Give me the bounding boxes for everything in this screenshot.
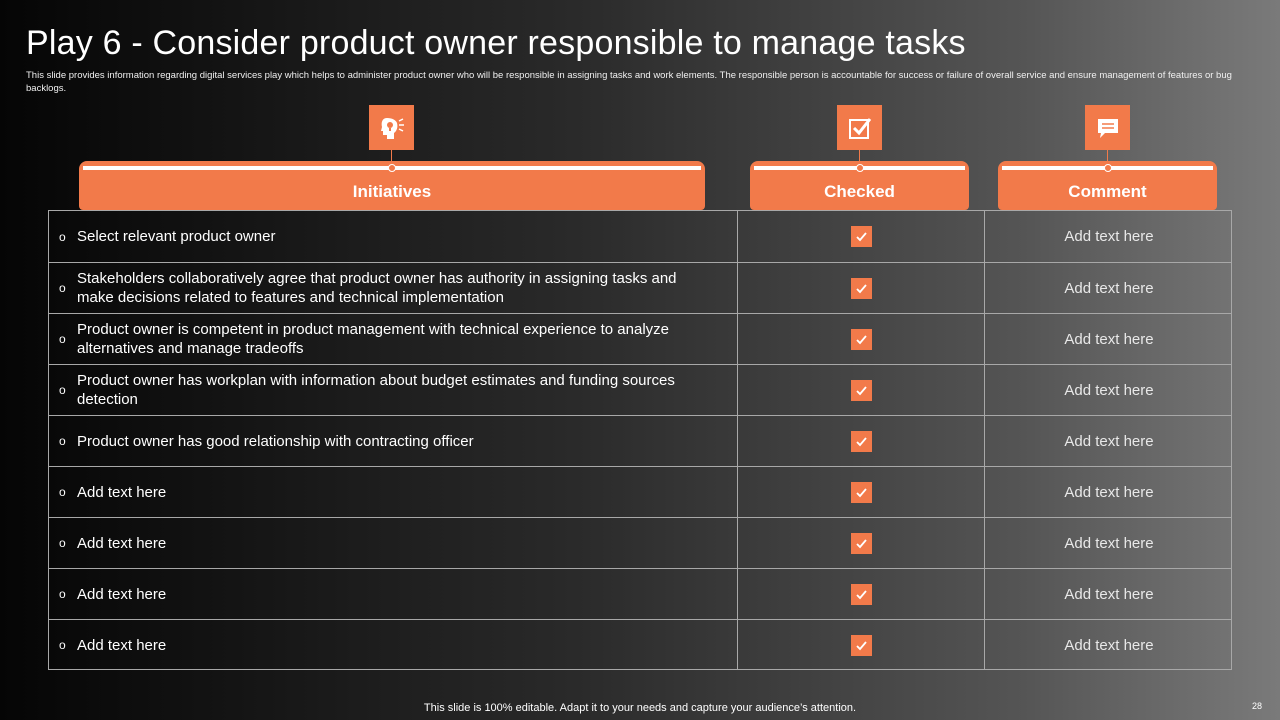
- connector-line: [859, 150, 860, 164]
- check-icon: [850, 430, 872, 452]
- slide-title: Play 6 - Consider product owner responsi…: [26, 24, 966, 62]
- initiative-text: Add text here: [77, 534, 167, 552]
- bullet-icon: o: [59, 638, 66, 652]
- comment-cell: Add text here: [984, 416, 1233, 466]
- comment-cell: Add text here: [984, 518, 1233, 568]
- initiative-text: Product owner is competent in product ma…: [77, 321, 669, 357]
- table-row: o Product owner is competent in product m…: [49, 313, 1231, 364]
- bullet-icon: o: [59, 332, 66, 346]
- speech-bubble-icon: [1085, 105, 1130, 150]
- initiatives-table: o Select relevant product owner Add text h…: [48, 210, 1232, 670]
- bullet-icon: o: [59, 536, 66, 550]
- bullet-icon: o: [59, 434, 66, 448]
- initiative-cell: o Add text here: [49, 518, 737, 568]
- checked-cell: [737, 211, 984, 262]
- head-idea-icon: [369, 105, 414, 150]
- initiative-text: Add text here: [77, 585, 167, 603]
- comment-text: Add text here: [1064, 279, 1154, 297]
- column-header-label: Checked: [824, 182, 895, 201]
- table-row: o Product owner has workplan with informa…: [49, 364, 1231, 415]
- comment-text: Add text here: [1064, 636, 1154, 654]
- initiative-cell: o Add text here: [49, 467, 737, 517]
- table-row: o Add text here Add text here: [49, 517, 1231, 568]
- initiative-cell: o Select relevant product owner: [49, 211, 737, 262]
- comment-text: Add text here: [1064, 534, 1154, 552]
- checkbox-icon: [837, 105, 882, 150]
- comment-text: Add text here: [1064, 432, 1154, 450]
- bullet-icon: o: [59, 485, 66, 499]
- initiative-cell: o Add text here: [49, 620, 737, 670]
- comment-text: Add text here: [1064, 381, 1154, 399]
- initiative-text: Add text here: [77, 483, 167, 501]
- comment-cell: Add text here: [984, 314, 1233, 364]
- comment-cell: Add text here: [984, 365, 1233, 415]
- checked-cell: [737, 518, 984, 568]
- initiative-text: Add text here: [77, 636, 167, 654]
- comment-text: Add text here: [1064, 483, 1154, 501]
- check-icon: [850, 481, 872, 503]
- checked-cell: [737, 365, 984, 415]
- slide-footer: This slide is 100% editable. Adapt it to…: [423, 702, 857, 714]
- comment-text: Add text here: [1064, 585, 1154, 603]
- comment-cell: Add text here: [984, 211, 1233, 262]
- table-row: o Add text here Add text here: [49, 466, 1231, 517]
- connector-line: [391, 150, 392, 164]
- initiative-cell: o Product owner has workplan with informa…: [49, 365, 737, 415]
- initiative-text: Stakeholders collaboratively agree that …: [77, 270, 677, 306]
- table-row: o Select relevant product owner Add text h…: [49, 211, 1231, 262]
- connector-dot: [1104, 164, 1112, 172]
- initiative-text: Product owner has workplan with informat…: [77, 372, 675, 408]
- connector-dot: [856, 164, 864, 172]
- slide-subtitle: This slide provides information regardin…: [26, 70, 1232, 94]
- table-row: o Add text here Add text here: [49, 619, 1231, 670]
- connector-dot: [388, 164, 396, 172]
- column-header-label: Comment: [1068, 182, 1147, 201]
- check-icon: [850, 328, 872, 350]
- initiative-cell: o Stakeholders collaboratively agree that…: [49, 263, 737, 313]
- check-icon: [850, 379, 872, 401]
- checked-cell: [737, 620, 984, 670]
- check-icon: [850, 277, 872, 299]
- check-icon: [850, 583, 872, 605]
- checked-cell: [737, 416, 984, 466]
- initiative-cell: o Product owner is competent in product m…: [49, 314, 737, 364]
- initiative-text: Product owner has good relationship with…: [77, 432, 474, 450]
- check-icon: [850, 634, 872, 656]
- comment-cell: Add text here: [984, 263, 1233, 313]
- checked-cell: [737, 263, 984, 313]
- column-header-label: Initiatives: [352, 182, 432, 201]
- comment-cell: Add text here: [984, 467, 1233, 517]
- initiative-cell: o Product owner has good relationship wit…: [49, 416, 737, 466]
- checked-cell: [737, 314, 984, 364]
- bullet-icon: o: [59, 229, 66, 244]
- comment-cell: Add text here: [984, 569, 1233, 619]
- table-row: o Add text here Add text here: [49, 568, 1231, 619]
- comment-cell: Add text here: [984, 620, 1233, 670]
- table-row: o Stakeholders collaboratively agree that…: [49, 262, 1231, 313]
- initiative-text: Select relevant product owner: [77, 228, 276, 245]
- check-icon: [850, 226, 872, 247]
- bullet-icon: o: [59, 383, 66, 397]
- bullet-icon: o: [59, 281, 66, 295]
- checked-cell: [737, 467, 984, 517]
- comment-text: Add text here: [1064, 330, 1154, 348]
- comment-text: Add text here: [1064, 228, 1154, 245]
- bullet-icon: o: [59, 587, 66, 601]
- checked-cell: [737, 569, 984, 619]
- connector-line: [1107, 150, 1108, 164]
- table-row: o Product owner has good relationship wit…: [49, 415, 1231, 466]
- initiative-cell: o Add text here: [49, 569, 737, 619]
- page-number: 28: [1251, 701, 1262, 711]
- check-icon: [850, 532, 872, 554]
